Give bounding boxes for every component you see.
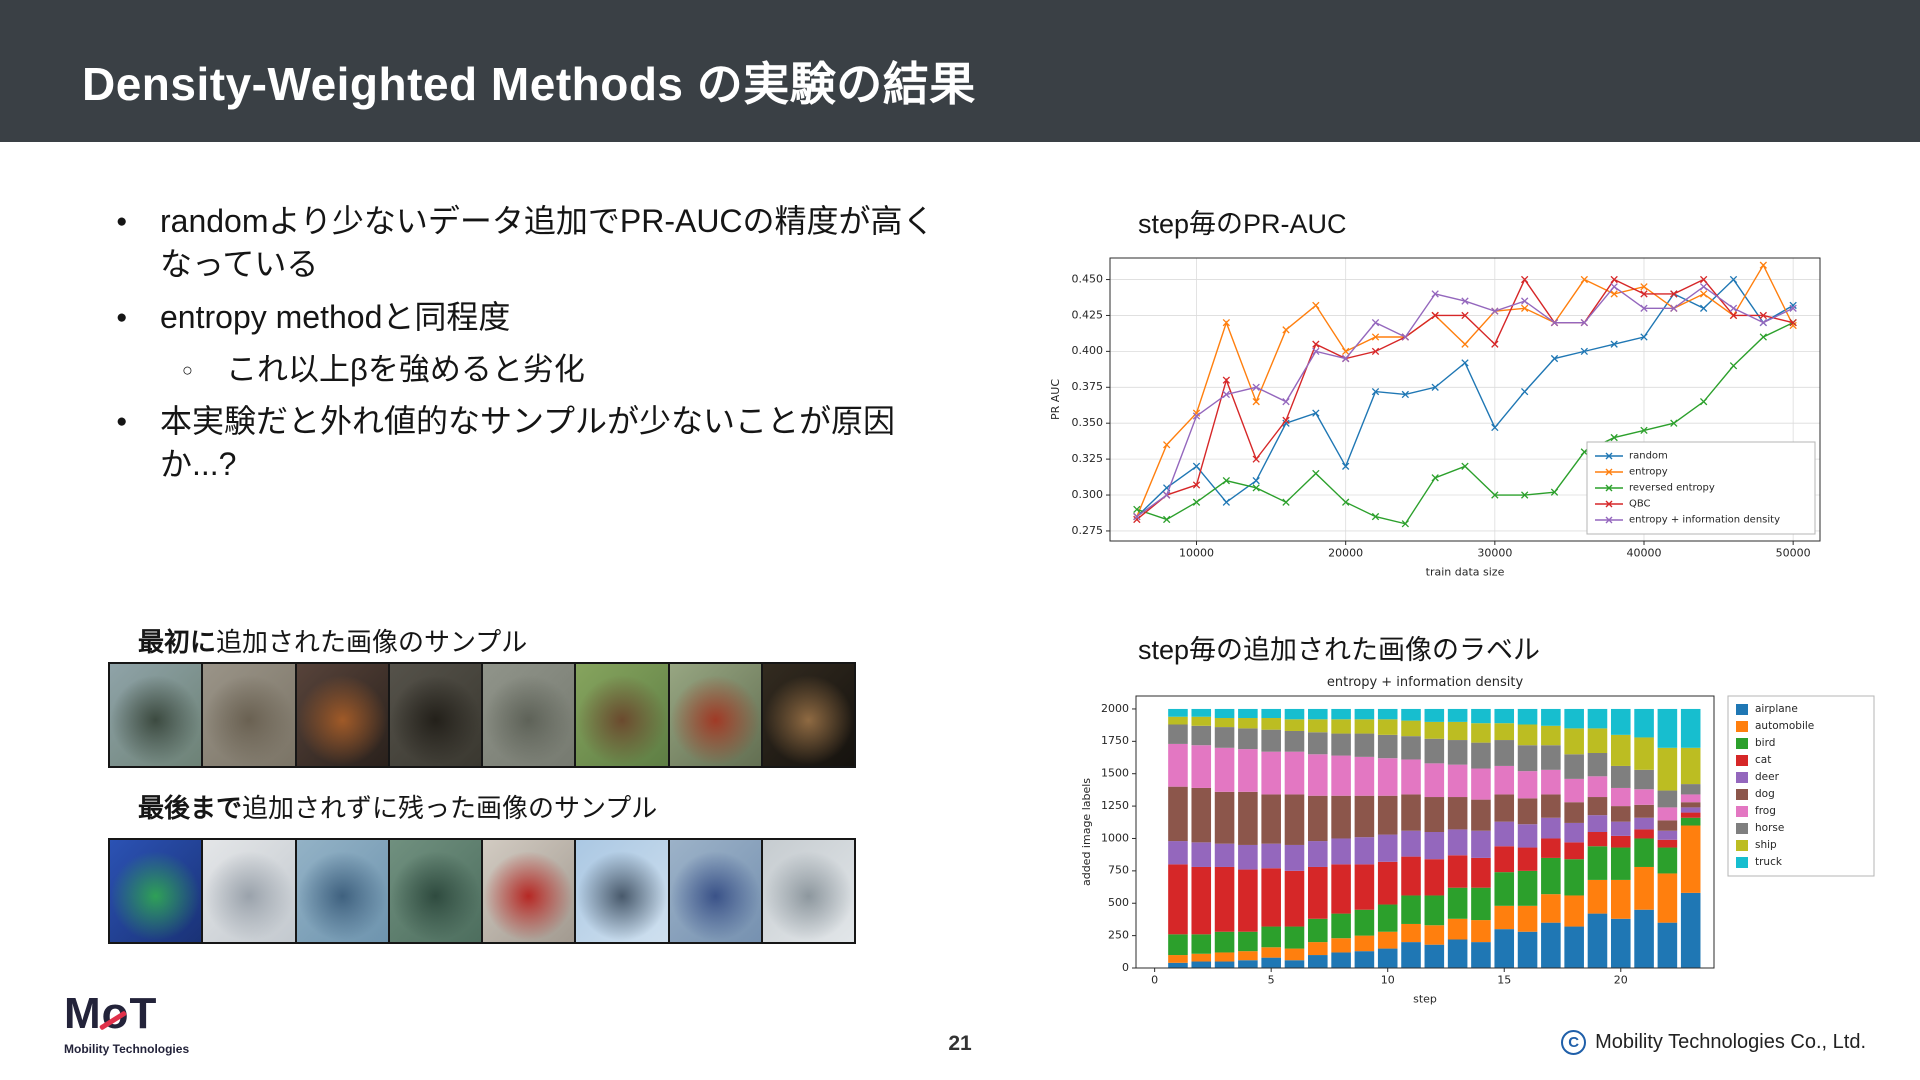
bullet-item: ● randomより少ないデータ追加でPR-AUCの精度が高くなっている	[108, 200, 938, 286]
first-added-images-strip	[108, 662, 856, 768]
sample-image-rooster	[669, 664, 763, 766]
remaining-images-strip	[108, 838, 856, 944]
page-number: 21	[948, 1032, 972, 1055]
pr-auc-line-chart	[1040, 248, 1830, 593]
pr-auc-section-label: step毎のPR-AUC	[1138, 209, 1347, 239]
first-images-label-bold: 最初に	[138, 627, 217, 657]
sample-image-red-car	[483, 840, 577, 942]
bullet-text: randomより少ないデータ追加でPR-AUCの精度が高くなっている	[160, 203, 935, 282]
bullet-item: ● 本実験だと外れ値的なサンプルが少ないことが原因か...?	[108, 400, 938, 486]
sample-image-dog	[296, 664, 390, 766]
sample-image-sports-car	[110, 840, 204, 942]
mot-logo-subtext: Mobility Technologies	[64, 1042, 190, 1056]
mot-logo-text: MoT	[64, 989, 158, 1038]
sample-image-boat-2	[389, 840, 483, 942]
copyright-text: Mobility Technologies Co., Ltd.	[1595, 1031, 1866, 1053]
mot-logo: MoT Mobility Technologies	[64, 992, 224, 1057]
bullet-marker: ●	[116, 306, 128, 328]
first-images-label: 最初に追加された画像のサンプル	[138, 622, 527, 659]
sample-image-blue-car	[669, 840, 763, 942]
bullet-text: 本実験だと外れ値的なサンプルが少ないことが原因か...?	[160, 403, 896, 483]
bullet-subitem: ○ これ以上βを強めると劣化	[174, 349, 938, 391]
bullet-list: ● randomより少ないデータ追加でPR-AUCの精度が高くなっている ● e…	[108, 200, 938, 496]
sample-image-suv	[203, 840, 297, 942]
bullet-item: ● entropy methodと同程度	[108, 296, 938, 339]
bullet-text: これ以上βを強めると劣化	[226, 351, 585, 387]
mot-logo-word: MoT	[64, 992, 224, 1036]
bullet-text: entropy methodと同程度	[160, 298, 511, 335]
sample-image-boat	[296, 840, 390, 942]
sample-image-deer	[762, 664, 854, 766]
sample-image-dark-cat	[389, 664, 483, 766]
bullet-marker: ●	[116, 411, 128, 433]
sample-image-pelican	[203, 664, 297, 766]
copyright: C Mobility Technologies Co., Ltd.	[1561, 1030, 1866, 1055]
first-images-label-rest: 追加された画像のサンプル	[216, 627, 528, 657]
added-labels-bar-chart	[1072, 666, 1882, 1018]
page-title: Density-Weighted Methods の実験の結果	[82, 58, 976, 110]
title-bar: Density-Weighted Methods の実験の結果	[0, 0, 1920, 142]
sample-image-airplane	[576, 840, 670, 942]
bullet-marker: ●	[116, 211, 128, 232]
added-labels-section-label: step毎の追加された画像のラベル	[1138, 635, 1541, 665]
last-images-label-bold: 最後まで	[138, 793, 243, 823]
sample-image-bird	[110, 664, 204, 766]
last-images-label-rest: 追加されずに残った画像のサンプル	[242, 793, 658, 823]
sample-image-cat	[483, 664, 577, 766]
bullet-marker: ○	[182, 359, 193, 380]
sample-image-horse	[576, 664, 670, 766]
sample-image-ship	[762, 840, 854, 942]
copyright-icon: C	[1561, 1030, 1587, 1055]
last-images-label: 最後まで追加されずに残った画像のサンプル	[138, 788, 657, 825]
